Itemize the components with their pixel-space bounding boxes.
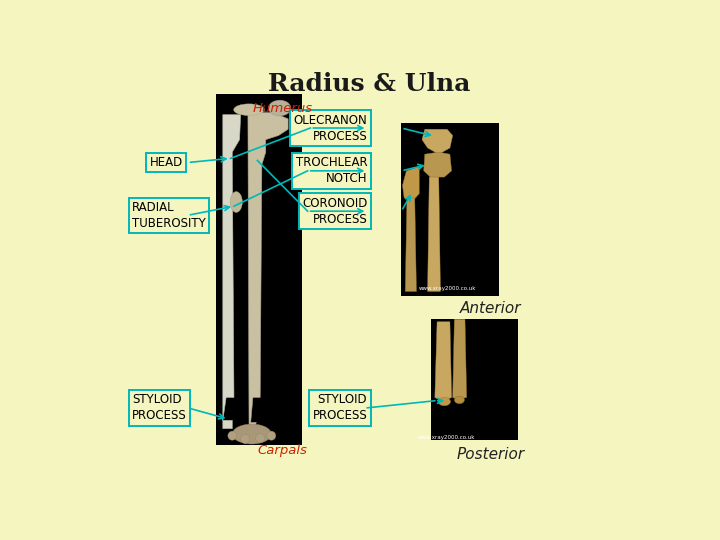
Text: Radius & Ulna: Radius & Ulna [268, 72, 470, 96]
Polygon shape [405, 198, 416, 292]
Text: Carpals: Carpals [258, 444, 307, 457]
Text: CORONOID
PROCESS: CORONOID PROCESS [302, 197, 367, 226]
Text: STYLOID
PROCESS: STYLOID PROCESS [132, 393, 186, 422]
Ellipse shape [240, 435, 250, 443]
Text: TROCHLEAR
NOTCH: TROCHLEAR NOTCH [296, 156, 367, 185]
FancyBboxPatch shape [401, 123, 499, 295]
Text: Humerus: Humerus [253, 102, 312, 115]
Text: www.xray2000.co.uk: www.xray2000.co.uk [418, 286, 476, 292]
FancyBboxPatch shape [215, 94, 302, 446]
Text: HEAD: HEAD [150, 156, 183, 169]
Ellipse shape [438, 397, 451, 406]
FancyBboxPatch shape [431, 319, 518, 440]
Text: Anterior: Anterior [460, 301, 521, 315]
Ellipse shape [454, 396, 464, 404]
Polygon shape [422, 129, 453, 154]
Polygon shape [248, 113, 288, 429]
Polygon shape [222, 114, 240, 429]
Ellipse shape [234, 104, 264, 116]
Text: RADIAL
TUBEROSITY: RADIAL TUBEROSITY [132, 201, 206, 230]
Polygon shape [402, 167, 419, 201]
Text: www.xray2000.co.uk: www.xray2000.co.uk [418, 435, 475, 440]
Text: Posterior: Posterior [456, 447, 525, 462]
Ellipse shape [256, 434, 265, 443]
Polygon shape [428, 177, 441, 292]
Polygon shape [453, 319, 467, 400]
Ellipse shape [269, 100, 291, 116]
Ellipse shape [233, 424, 271, 444]
Ellipse shape [228, 431, 237, 440]
Ellipse shape [230, 192, 243, 212]
Ellipse shape [267, 431, 276, 440]
Polygon shape [435, 322, 451, 402]
Polygon shape [423, 152, 451, 177]
Text: OLECRANON
PROCESS: OLECRANON PROCESS [294, 113, 367, 143]
Text: STYLOID
PROCESS: STYLOID PROCESS [312, 393, 367, 422]
